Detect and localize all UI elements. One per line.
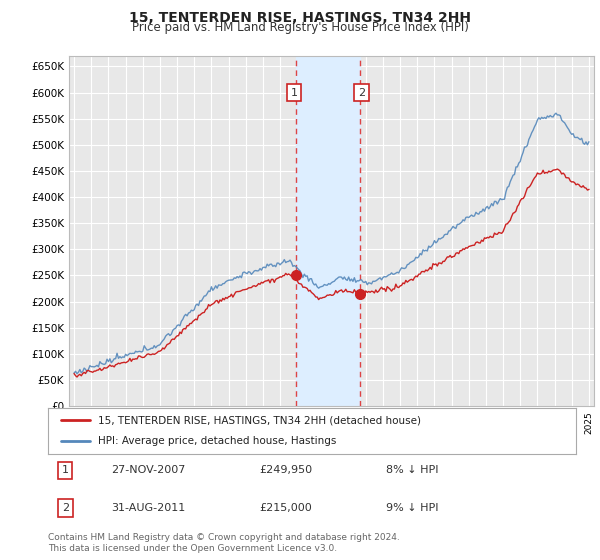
Text: £249,950: £249,950 bbox=[259, 465, 313, 475]
Bar bbox=[296, 56, 360, 406]
Text: HPI: Average price, detached house, Hastings: HPI: Average price, detached house, Hast… bbox=[98, 436, 337, 446]
Text: 1: 1 bbox=[290, 87, 298, 97]
Text: Contains HM Land Registry data © Crown copyright and database right 2024.
This d: Contains HM Land Registry data © Crown c… bbox=[48, 533, 400, 553]
Text: 8% ↓ HPI: 8% ↓ HPI bbox=[386, 465, 439, 475]
Text: £215,000: £215,000 bbox=[259, 503, 312, 513]
Text: 2: 2 bbox=[62, 503, 69, 513]
Text: 2: 2 bbox=[358, 87, 365, 97]
Text: Price paid vs. HM Land Registry's House Price Index (HPI): Price paid vs. HM Land Registry's House … bbox=[131, 21, 469, 34]
Text: 27-NOV-2007: 27-NOV-2007 bbox=[112, 465, 186, 475]
Text: 15, TENTERDEN RISE, HASTINGS, TN34 2HH (detached house): 15, TENTERDEN RISE, HASTINGS, TN34 2HH (… bbox=[98, 415, 421, 425]
Text: 31-AUG-2011: 31-AUG-2011 bbox=[112, 503, 185, 513]
Text: 1: 1 bbox=[62, 465, 69, 475]
Text: 15, TENTERDEN RISE, HASTINGS, TN34 2HH: 15, TENTERDEN RISE, HASTINGS, TN34 2HH bbox=[129, 11, 471, 25]
Text: 9% ↓ HPI: 9% ↓ HPI bbox=[386, 503, 439, 513]
